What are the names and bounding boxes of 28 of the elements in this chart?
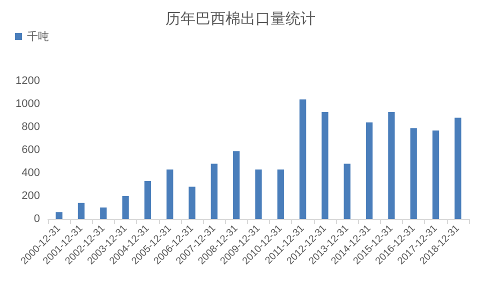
- legend-label: 千吨: [27, 30, 49, 43]
- y-tick-label: 400: [22, 167, 40, 179]
- bar: [233, 151, 240, 219]
- bar: [432, 130, 440, 219]
- bar: [78, 202, 85, 219]
- y-tick-label: 0: [34, 213, 40, 225]
- bar: [56, 212, 62, 219]
- y-tick-label: 1200: [16, 75, 40, 87]
- bar: [210, 164, 218, 219]
- y-tick-label: 200: [22, 190, 40, 202]
- bar: [255, 170, 262, 219]
- bar: [322, 112, 328, 219]
- bar: [454, 118, 462, 219]
- bar: [144, 181, 152, 219]
- y-tick-label: 800: [22, 121, 40, 133]
- bar: [166, 170, 174, 219]
- chart-title: 历年巴西棉出口量统计: [166, 10, 316, 28]
- bar: [188, 186, 196, 219]
- bar: [388, 112, 395, 219]
- bar: [410, 128, 417, 219]
- bar: [366, 122, 373, 219]
- bar: [299, 99, 306, 219]
- bar: [344, 164, 350, 219]
- bar: [122, 196, 129, 219]
- bar: [277, 170, 284, 219]
- y-tick-label: 1000: [16, 98, 40, 110]
- bar: [100, 208, 107, 219]
- y-tick-label: 600: [22, 144, 40, 156]
